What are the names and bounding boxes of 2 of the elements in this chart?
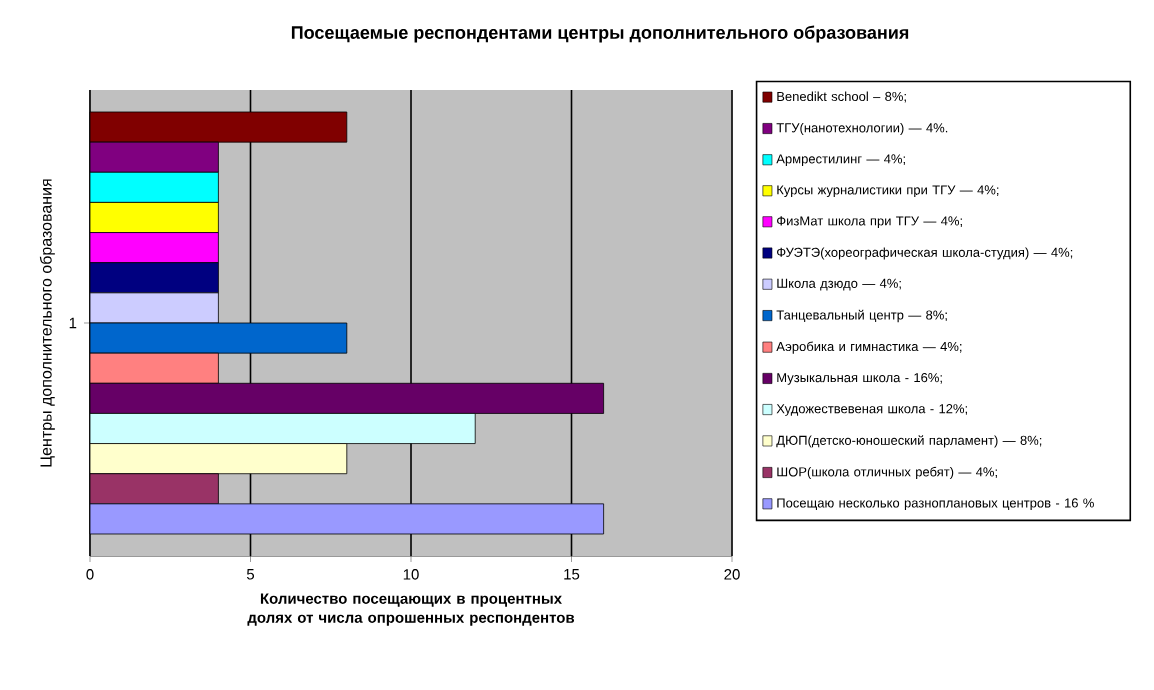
chart-title: Посещаемые респондентами центры дополнительного образования (291, 25, 909, 43)
y-axis-title: Центры дополнительного образования (39, 179, 55, 467)
